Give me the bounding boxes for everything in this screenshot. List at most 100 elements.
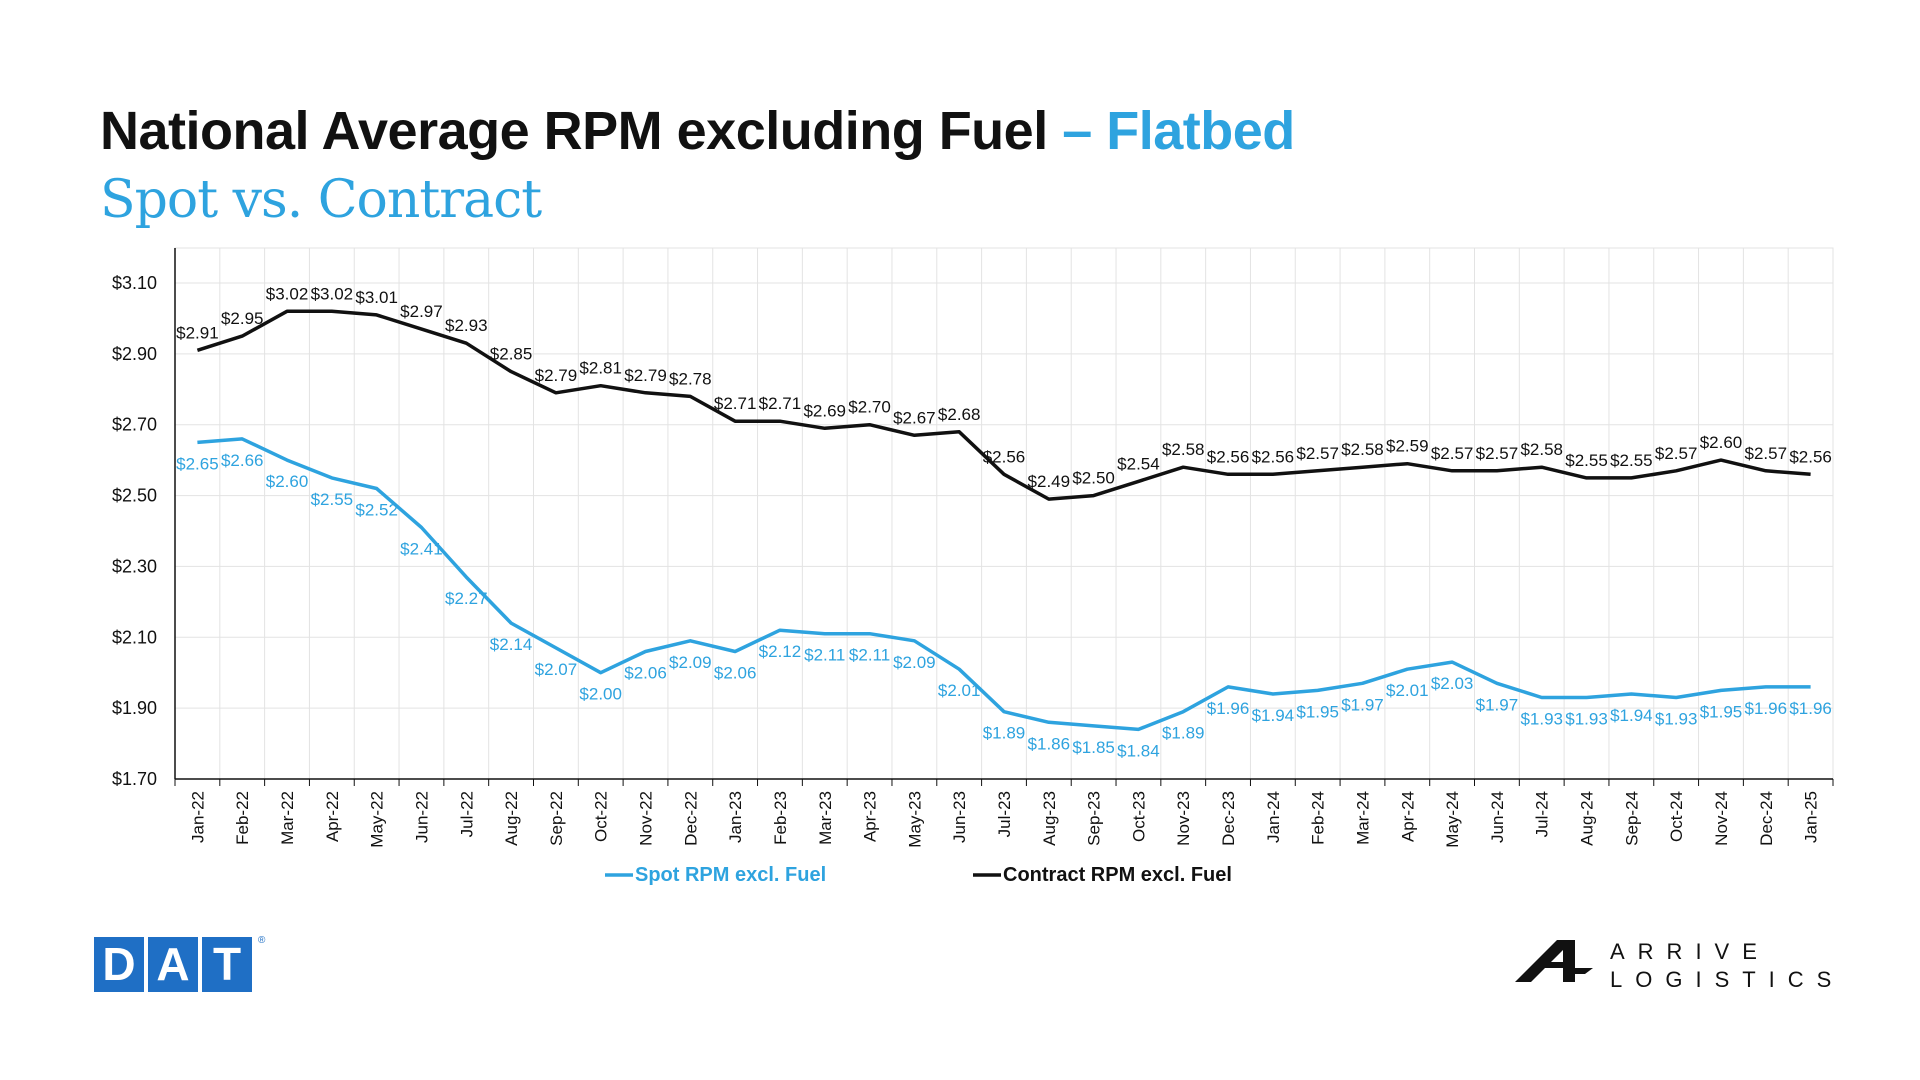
spot-data-label: $1.96 — [1745, 699, 1788, 718]
legend-label: Contract RPM excl. Fuel — [1003, 864, 1232, 886]
y-tick-label: $3.10 — [112, 273, 157, 293]
contract-data-label: $2.56 — [1207, 447, 1250, 466]
x-tick-label: Nov-23 — [1174, 791, 1193, 846]
arrive-wordmark: ARRIVE LOGISTICS — [1610, 938, 1844, 994]
contract-data-label: $2.79 — [535, 366, 578, 385]
x-tick-label: Jan-25 — [1802, 791, 1821, 843]
chart-subtitle: Spot vs. Contract — [100, 170, 542, 230]
x-tick-label: May-23 — [905, 791, 924, 848]
y-tick-label: $1.90 — [112, 698, 157, 718]
spot-data-label: $2.14 — [490, 635, 533, 654]
contract-data-label: $2.54 — [1117, 454, 1160, 473]
spot-data-label: $2.60 — [266, 472, 309, 491]
spot-data-label: $1.93 — [1520, 710, 1563, 729]
contract-data-label: $2.58 — [1341, 440, 1384, 459]
contract-data-label: $2.58 — [1520, 440, 1563, 459]
x-tick-label: Jul-24 — [1533, 791, 1552, 837]
spot-data-label: $1.84 — [1117, 741, 1160, 760]
x-tick-label: Sep-23 — [1085, 791, 1104, 846]
contract-data-label: $2.56 — [983, 447, 1026, 466]
spot-data-label: $2.66 — [221, 451, 264, 470]
arrive-line-1: ARRIVE — [1610, 939, 1770, 964]
contract-data-label: $3.02 — [311, 284, 354, 303]
spot-data-label: $2.07 — [535, 660, 578, 679]
x-tick-label: Oct-23 — [1129, 791, 1148, 842]
contract-data-label: $2.71 — [714, 394, 757, 413]
spot-data-label: $2.52 — [355, 500, 398, 519]
contract-data-label: $2.55 — [1610, 451, 1653, 470]
spot-data-label: $1.97 — [1476, 695, 1519, 714]
contract-data-label: $2.71 — [759, 394, 802, 413]
contract-data-label: $3.02 — [266, 284, 309, 303]
contract-data-label: $2.78 — [669, 369, 712, 388]
x-tick-label: Jan-24 — [1264, 791, 1283, 843]
x-tick-label: Nov-24 — [1712, 791, 1731, 846]
dat-letter-t: T — [202, 937, 252, 992]
spot-data-label: $2.01 — [938, 681, 981, 700]
x-tick-label: Apr-24 — [1398, 791, 1417, 842]
x-tick-label: Apr-22 — [323, 791, 342, 842]
x-tick-label: Feb-23 — [771, 791, 790, 845]
x-tick-label: Aug-23 — [1040, 791, 1059, 846]
x-tick-label: Jul-22 — [457, 791, 476, 837]
x-tick-label: Jun-22 — [412, 791, 431, 843]
contract-data-label: $2.56 — [1252, 447, 1295, 466]
x-tick-label: Mar-24 — [1353, 791, 1372, 845]
arrive-line-2: LOGISTICS — [1610, 967, 1845, 992]
x-tick-label: Nov-22 — [637, 791, 656, 846]
dat-logo: D A T ® — [94, 935, 266, 992]
legend-label: Spot RPM excl. Fuel — [635, 864, 826, 886]
contract-data-label: $2.93 — [445, 316, 488, 335]
x-tick-label: Mar-23 — [816, 791, 835, 845]
contract-data-label: $2.91 — [176, 323, 219, 342]
spot-data-label: $1.95 — [1296, 702, 1339, 721]
spot-data-label: $2.06 — [714, 663, 757, 682]
spot-data-label: $1.93 — [1565, 710, 1608, 729]
spot-data-label: $1.86 — [1028, 734, 1071, 753]
contract-data-label: $2.55 — [1565, 451, 1608, 470]
spot-data-label: $2.00 — [579, 685, 622, 704]
contract-data-label: $2.97 — [400, 302, 443, 321]
arrive-logistics-logo: ARRIVE LOGISTICS — [1515, 938, 1831, 992]
spot-data-label: $1.94 — [1610, 706, 1653, 725]
contract-data-label: $2.59 — [1386, 437, 1429, 456]
spot-data-label: $2.41 — [400, 539, 443, 558]
arrive-a-icon — [1515, 940, 1593, 982]
x-tick-label: May-24 — [1443, 791, 1462, 848]
x-tick-label: Oct-24 — [1667, 791, 1686, 842]
contract-data-label: $2.57 — [1655, 444, 1698, 463]
y-tick-label: $2.30 — [112, 556, 157, 576]
contract-data-label: $2.60 — [1700, 433, 1743, 452]
contract-data-label: $2.81 — [579, 359, 622, 378]
contract-data-label: $2.57 — [1745, 444, 1788, 463]
spot-data-label: $2.09 — [669, 653, 712, 672]
spot-data-label: $1.85 — [1072, 738, 1115, 757]
contract-data-label: $2.68 — [938, 405, 981, 424]
spot-data-label: $1.89 — [1162, 724, 1205, 743]
y-tick-label: $2.90 — [112, 344, 157, 364]
x-tick-label: Dec-24 — [1757, 791, 1776, 846]
spot-data-label: $2.11 — [849, 646, 890, 665]
spot-data-label: $1.96 — [1207, 699, 1250, 718]
title-main: National Average RPM excluding Fuel — [100, 101, 1048, 161]
chart-title: National Average RPM excluding Fuel – Fl… — [100, 100, 1295, 162]
spot-data-label: $2.12 — [759, 642, 802, 661]
contract-data-label: $2.58 — [1162, 440, 1205, 459]
contract-data-label: $2.85 — [490, 345, 533, 364]
x-tick-label: Jan-22 — [188, 791, 207, 843]
contract-data-label: $2.57 — [1431, 444, 1474, 463]
contract-data-label: $2.67 — [893, 408, 936, 427]
dat-registered-mark: ® — [258, 935, 266, 946]
spot-data-label: $2.03 — [1431, 674, 1474, 693]
x-tick-label: Jun-24 — [1488, 791, 1507, 843]
contract-data-label: $2.70 — [848, 398, 891, 417]
contract-data-label: $2.57 — [1296, 444, 1339, 463]
y-tick-label: $2.70 — [112, 415, 157, 435]
y-tick-label: $1.70 — [112, 769, 157, 789]
contract-series-line — [196, 309, 1811, 501]
dat-letter-a: A — [148, 937, 198, 992]
x-tick-label: Sep-22 — [547, 791, 566, 846]
contract-data-label: $2.69 — [803, 401, 846, 420]
x-tick-label: Dec-23 — [1219, 791, 1238, 846]
x-tick-label: May-22 — [368, 791, 387, 848]
